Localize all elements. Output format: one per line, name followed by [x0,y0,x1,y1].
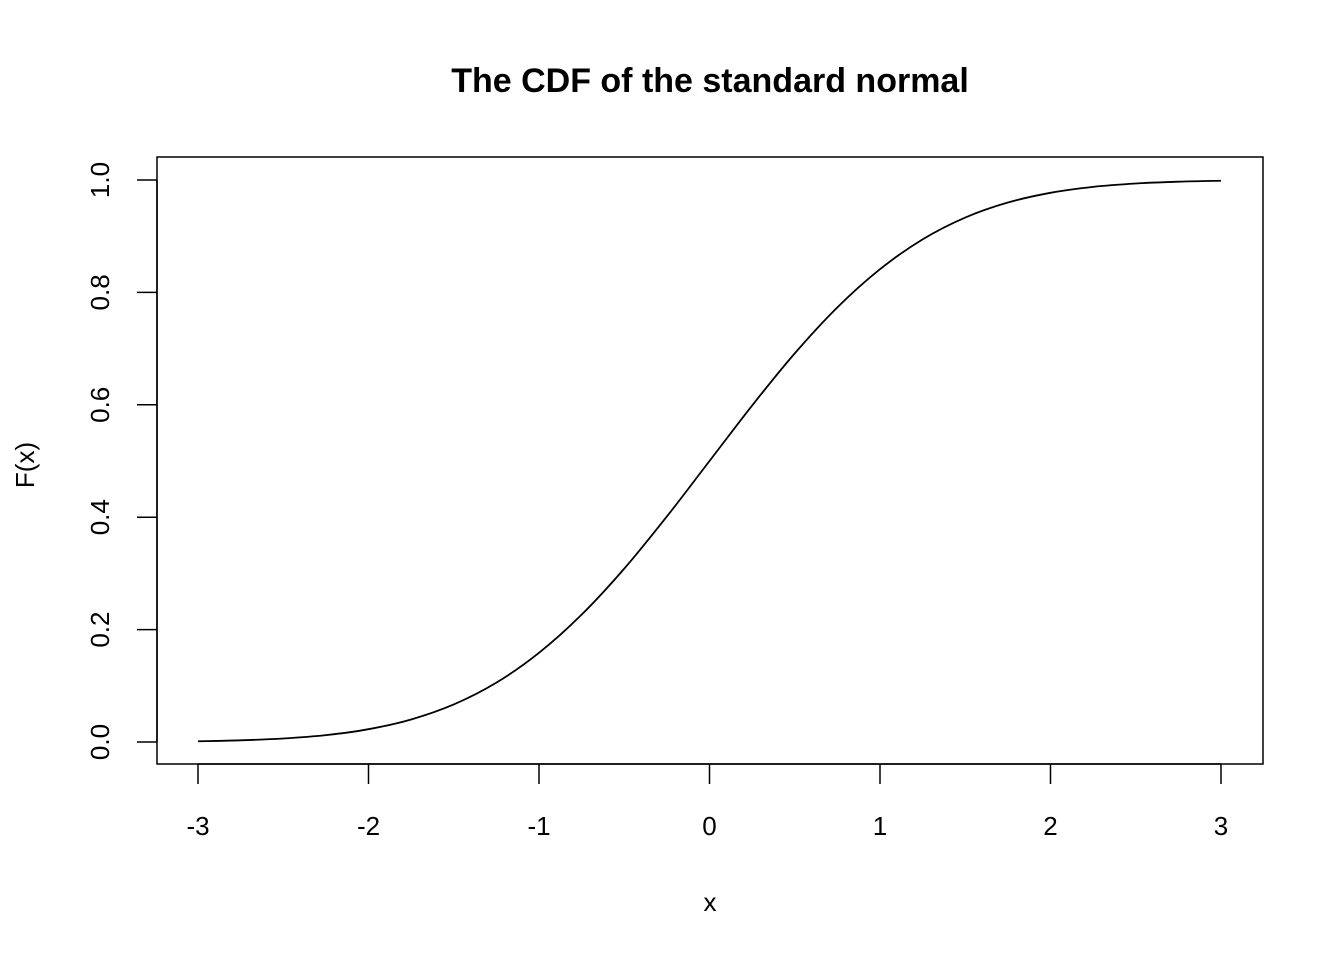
y-tick-label: 0.8 [85,274,115,310]
y-tick-label: 0.6 [85,387,115,423]
x-tick-label: -3 [186,811,209,841]
x-tick-label: 2 [1043,811,1057,841]
x-axis-label: x [704,887,717,917]
x-tick-label: -2 [357,811,380,841]
chart-title: The CDF of the standard normal [451,62,969,100]
y-tick-label: 0.2 [85,612,115,648]
x-axis: -3 -2 -1 0 1 2 3 [186,763,1228,841]
y-tick-label: 0.4 [85,499,115,535]
y-tick-label: 1.0 [85,162,115,198]
cdf-line [197,179,1222,743]
x-tick-label: -1 [527,811,550,841]
y-axis: 0.0 0.2 0.4 0.6 0.8 1.0 [85,162,158,760]
x-tick-label: 1 [873,811,887,841]
y-axis-label: F(x) [10,442,40,488]
y-tick-label: 0.0 [85,724,115,760]
x-tick-label: 3 [1214,811,1228,841]
x-tick-label: 0 [702,811,716,841]
